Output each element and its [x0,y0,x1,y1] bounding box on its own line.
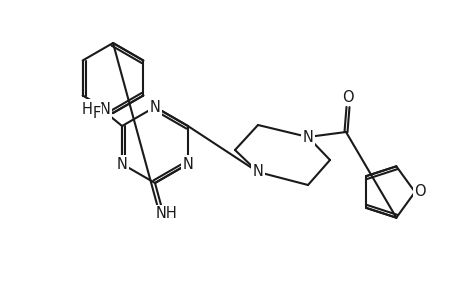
Text: O: O [413,184,425,200]
Text: F: F [93,106,101,121]
Text: N: N [149,100,160,115]
Text: O: O [341,89,353,104]
Text: N: N [302,130,313,145]
Text: N: N [252,164,263,179]
Text: NH: NH [156,206,178,221]
Text: N: N [117,157,127,172]
Text: H$_2$N: H$_2$N [81,101,111,119]
Text: N: N [182,157,193,172]
